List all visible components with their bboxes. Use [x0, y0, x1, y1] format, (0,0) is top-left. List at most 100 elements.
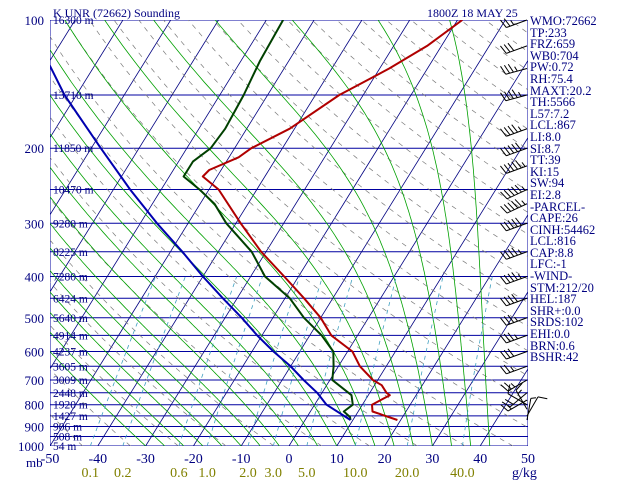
sounding-index: TH:5566 — [530, 95, 576, 110]
wind-barb-feather — [500, 205, 508, 214]
height-label: 3009 m — [53, 375, 88, 387]
height-label: 54 m — [53, 441, 76, 453]
wind-barb-half-feather — [521, 162, 526, 167]
wind-barb-feather — [507, 273, 515, 282]
mixing-ratio-line — [306, 276, 354, 446]
wind-barb-half-feather — [514, 66, 518, 72]
wind-barb — [500, 379, 528, 392]
height-label: 5640 m — [53, 313, 88, 325]
wind-barb-feather — [500, 223, 507, 232]
mixing-ratio-line — [89, 276, 156, 446]
sounding-index: KI:15 — [530, 164, 560, 179]
wind-barb-staff — [506, 351, 528, 360]
moist-adiabat-line — [449, 20, 491, 446]
wind-barb-staff — [506, 365, 528, 375]
wind-barb-staff — [506, 251, 528, 260]
isotherm-line — [336, 136, 528, 446]
pressure-tick-label: 800 — [25, 398, 45, 413]
wind-barb-feather — [500, 45, 507, 54]
wind-barb-feather — [511, 200, 519, 209]
moist-adiabat-line — [50, 166, 299, 446]
mixing-ratio-label: 0.6 — [170, 466, 188, 480]
temperature-tick-label: -40 — [88, 452, 107, 467]
wind-barb — [500, 199, 528, 214]
wind-barb-staff — [506, 334, 528, 344]
moist-adiabat-line — [50, 331, 165, 446]
moist-adiabat-line — [291, 20, 452, 446]
dry-adiabat-line — [50, 239, 275, 446]
pressure-tick-label: 900 — [25, 420, 45, 435]
wind-barb-staff — [507, 379, 528, 392]
height-label: 16300 m — [53, 15, 94, 27]
pressure-tick-label: 100 — [25, 13, 45, 28]
plot-frame — [50, 20, 528, 446]
temperature-tick-label: 40 — [473, 452, 487, 467]
wind-barb-feather — [500, 251, 507, 260]
wind-barb-feather — [511, 272, 518, 281]
dry-adiabat-line — [50, 156, 370, 446]
wind-barb — [501, 392, 528, 408]
wind-barb-staff — [507, 393, 528, 406]
pressure-tick-label: 500 — [25, 311, 45, 326]
height-label: 11850 m — [53, 143, 93, 155]
sounding-index: SHR+:0.0 — [530, 303, 581, 318]
temperature-tick-label: -10 — [232, 452, 251, 467]
sounding-index: LI:8.0 — [530, 129, 561, 144]
wind-barb-feather — [507, 63, 514, 73]
wind-barb-feather — [507, 314, 515, 323]
wind-barb — [500, 332, 528, 344]
wind-barb-feather — [500, 165, 507, 174]
isotherm-line — [0, 20, 27, 446]
mixing-ratio-label: 2.0 — [239, 466, 257, 480]
wind-barb-feather — [511, 124, 518, 133]
sounding-index: FRZ:659 — [530, 37, 576, 52]
wind-barb-feather — [504, 398, 514, 405]
dry-adiabat-line — [237, 20, 528, 258]
mixing-ratio-unit-label: g/kg — [512, 466, 537, 480]
mixing-ratio-label: 10.0 — [343, 466, 368, 480]
sounding-index: L57:7.2 — [530, 106, 570, 121]
moist-adiabat-line — [50, 291, 204, 446]
wind-barb-feather — [503, 296, 511, 305]
wind-barb-feather — [500, 404, 509, 412]
wind-barb-staff — [526, 396, 539, 417]
wind-barb-feather — [503, 316, 511, 325]
mixing-ratio-line — [406, 276, 444, 446]
dry-adiabat-line — [64, 20, 528, 429]
wind-barb-feather — [507, 162, 515, 171]
sounding-index: MAXT:20.2 — [530, 83, 592, 98]
moist-adiabat-line — [50, 351, 146, 446]
height-label: 906 m — [53, 422, 82, 434]
moist-adiabat-line — [50, 222, 261, 446]
wind-barb — [500, 217, 528, 232]
wind-barb-staff — [506, 45, 528, 54]
sounding-index: BSHR:42 — [530, 350, 579, 365]
dry-adiabat-line — [163, 20, 528, 327]
isotherm-line — [432, 291, 528, 446]
wind-barb-feather — [511, 143, 518, 152]
sounding-index: STM:212/20 — [530, 280, 594, 295]
wind-barb-feather — [515, 217, 522, 226]
station-title: K UNR (72662) Sounding — [53, 6, 180, 20]
pressure-tick-label: 400 — [25, 269, 45, 284]
pressure-tick-label: 300 — [25, 216, 45, 231]
sounding-index: EI:2.8 — [530, 187, 561, 202]
dewpoint-trace — [182, 20, 354, 421]
wind-barb — [500, 314, 528, 326]
sounding-index: LCL:867 — [530, 118, 576, 133]
wind-barb-feather — [515, 142, 522, 151]
mixing-ratio-line — [272, 276, 323, 446]
isotherm-line — [193, 20, 458, 446]
mixing-ratio-label: 0.1 — [82, 466, 100, 480]
wind-barb-feather — [503, 91, 511, 100]
wind-barb-staff — [526, 398, 532, 421]
wind-barb — [500, 89, 528, 102]
wind-barb-feather — [500, 384, 509, 392]
dry-adiabat-line — [89, 20, 528, 402]
wind-barb-feather — [500, 128, 507, 137]
wind-barb-half-feather — [517, 126, 522, 132]
wind-barb — [500, 184, 528, 200]
wind-barb-staff — [506, 147, 528, 157]
sounding-index: RH:75.4 — [530, 71, 573, 86]
